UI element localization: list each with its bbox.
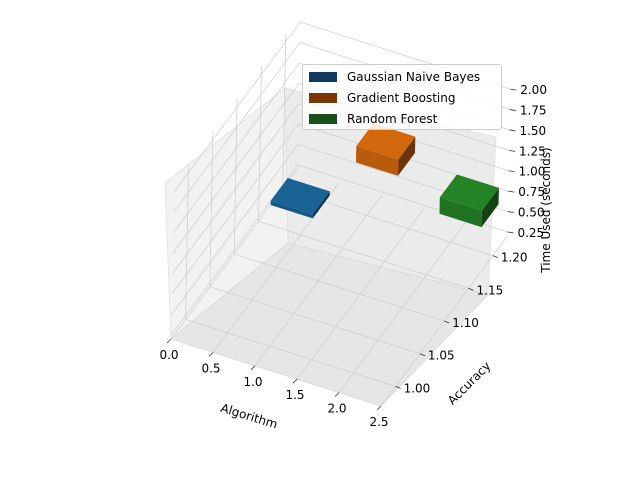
bar-side: [312, 191, 330, 219]
bar-front: [439, 197, 482, 228]
y-tick-mark: [444, 320, 450, 324]
z-tick-label: 1.50: [519, 124, 546, 138]
z-tick-label: 0.50: [518, 206, 545, 220]
bar-side: [481, 187, 499, 228]
bars: [270, 123, 499, 228]
x-tick-label: 2.5: [369, 415, 388, 429]
y-tick-mark: [492, 255, 498, 258]
z-tick-mark: [509, 129, 516, 132]
y-gridline-vertical: [209, 131, 214, 287]
z-gridline: [171, 103, 299, 274]
bar-top: [356, 123, 416, 160]
y-tick-mark: [395, 386, 401, 389]
bar-gaussian-naive-bayes: [270, 178, 330, 219]
x-tick-label: 1.5: [285, 388, 304, 402]
z-gridline: [171, 123, 299, 295]
x-tick-mark: [166, 338, 172, 344]
y-gridline-vertical: [258, 66, 262, 222]
bar-random-forest: [439, 174, 499, 228]
y-gridline-vertical: [185, 164, 189, 320]
y-gridline: [234, 253, 445, 322]
z-tick-label: 1.25: [519, 144, 546, 158]
x-tick-mark: [334, 392, 340, 397]
x-tick-label: 1.0: [243, 375, 262, 389]
z-tick-mark: [508, 190, 515, 193]
legend-item-random-forest: Random Forest: [309, 111, 437, 127]
z-axis-label: Time Used (seconds): [539, 147, 553, 273]
y-gridline: [185, 319, 396, 387]
y-gridline-vertical: [282, 33, 287, 189]
bar-front: [356, 146, 399, 176]
legend-swatch: [309, 93, 337, 103]
y-tick-label: 1.15: [477, 283, 504, 297]
x-tick-mark: [376, 405, 382, 411]
y-gridline: [258, 220, 469, 289]
legend: Gaussian Naive Bayes Gradient Boosting R…: [302, 64, 502, 130]
y-gridline: [209, 286, 421, 355]
y-tick-label: 1.10: [452, 316, 479, 330]
z-tick-label: 0.25: [517, 226, 544, 240]
x-tick-label: 2.0: [327, 402, 346, 416]
legend-item-gradient-boosting: Gradient Boosting: [309, 90, 455, 106]
legend-swatch: [309, 72, 337, 82]
tick-labels: 0.0 0.5 1.0 1.5 2.0 2.5 1.00 1.05 1.10 1.15 1.20 0.…: [159, 83, 547, 429]
x-tick-mark: [292, 378, 298, 384]
legend-label: Random Forest: [347, 112, 438, 126]
legend-label: Gaussian Naive Bayes: [347, 70, 481, 84]
legend-item-gaussian-naive-bayes: Gaussian Naive Bayes: [309, 69, 480, 85]
y-tick-mark: [468, 287, 474, 291]
x-axis-label: Algorithm: [219, 401, 279, 432]
y-tick-label: 1.00: [404, 381, 431, 395]
bar-side: [398, 136, 416, 176]
bar-front: [270, 200, 313, 219]
y-tick-mark: [419, 353, 426, 357]
y-axis-label: Accuracy: [445, 359, 494, 408]
z-gridline: [172, 62, 300, 234]
z-tick-mark: [510, 88, 517, 91]
z-tick-mark: [509, 109, 516, 111]
z-gridline: [172, 83, 300, 254]
x-tick-mark: [250, 365, 256, 371]
z-tick-label: 2.00: [520, 83, 547, 97]
x-tick-label: 0.0: [159, 348, 178, 362]
x-tick-mark: [208, 352, 214, 357]
y-tick-label: 1.20: [501, 251, 528, 265]
z-tick-mark: [508, 149, 516, 152]
y-tick-label: 1.05: [428, 349, 455, 363]
y-gridline-vertical: [233, 98, 238, 255]
bar-top: [439, 174, 499, 211]
z-tick-label: 1.75: [520, 104, 547, 118]
z-tick-mark: [507, 211, 514, 213]
z-tick-mark: [507, 231, 514, 234]
z-gridline: [173, 42, 301, 213]
z-tick-mark: [508, 170, 515, 173]
z-gridline: [171, 144, 299, 315]
z-tick-label: 1.00: [519, 165, 546, 179]
bar-gradient-boosting: [356, 123, 416, 176]
z-tick-label: 0.75: [518, 185, 545, 199]
x-tick-label: 0.5: [201, 361, 220, 375]
z-gridline: [173, 21, 301, 193]
legend-swatch: [309, 114, 337, 124]
bar-top: [270, 178, 330, 215]
legend-label: Gradient Boosting: [347, 91, 456, 105]
